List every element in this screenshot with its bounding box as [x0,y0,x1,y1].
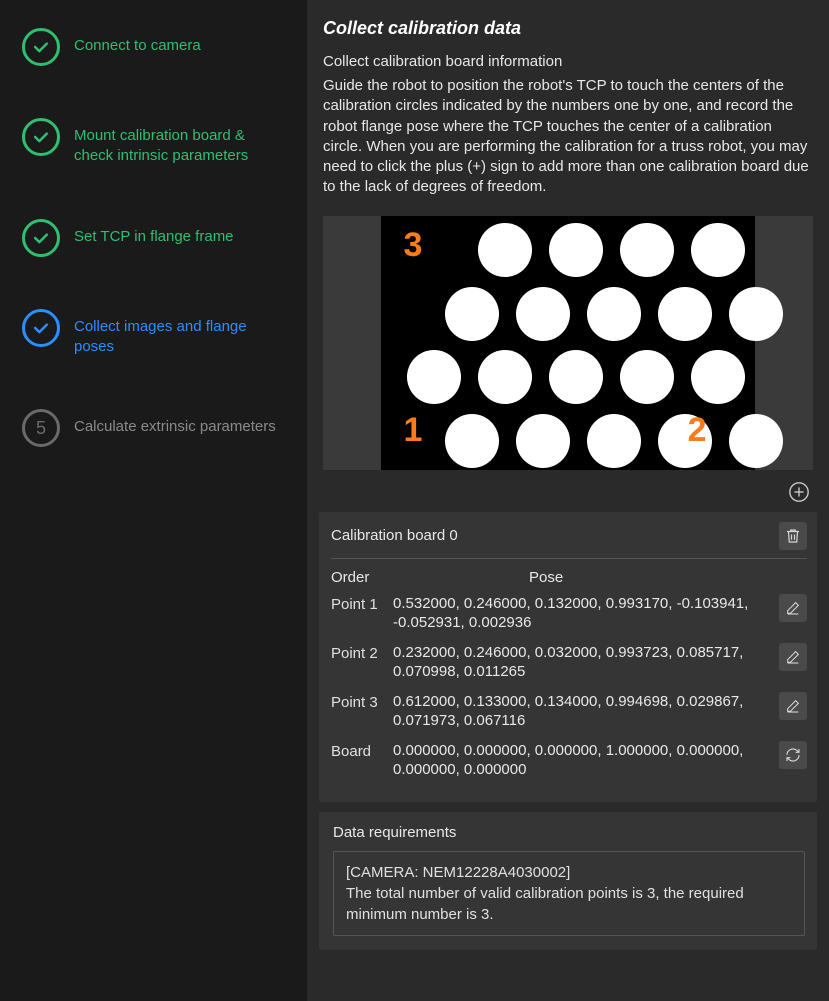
row-order: Point 2 [331,643,389,662]
calibration-marker: 3 [403,226,422,265]
requirements-title: Data requirements [333,824,805,841]
calibration-dot [691,223,745,277]
calibration-dot [587,287,641,341]
calibration-marker: 2 [688,411,707,450]
step-label: Calculate extrinsic parameters [74,409,276,437]
data-requirements-panel: Data requirements [CAMERA: NEM12228A4030… [319,812,817,950]
calibration-marker: 1 [403,411,422,450]
requirements-text: [CAMERA: NEM12228A4030002]The total numb… [333,851,805,936]
step-label: Collect images and flange poses [74,309,287,358]
pose-row: Point 10.532000, 0.246000, 0.132000, 0.9… [331,594,807,633]
edit-row-button[interactable] [779,643,807,671]
calibration-dot [620,350,674,404]
row-order: Board [331,741,389,760]
calibration-dot [729,287,783,341]
section-description: Guide the robot to position the robot's … [323,76,813,198]
step-1[interactable]: Connect to camera [22,28,287,66]
calibration-dot [587,414,641,468]
main-panel: Collect calibration data Collect calibra… [307,0,829,1001]
add-board-button[interactable] [787,480,811,504]
edit-row-button[interactable] [779,692,807,720]
calibration-board-image: 3 1 2 [323,216,813,470]
refresh-row-button[interactable] [779,741,807,769]
calibration-dot [549,223,603,277]
section-subtitle: Collect calibration board information [323,53,813,70]
step-label: Set TCP in flange frame [74,219,234,247]
calibration-dot [516,414,570,468]
pose-row: Point 20.232000, 0.246000, 0.032000, 0.9… [331,643,807,682]
step-2[interactable]: Mount calibration board & check intrinsi… [22,118,287,167]
row-order: Point 1 [331,594,389,613]
calibration-dot [478,223,532,277]
delete-board-button[interactable] [779,522,807,550]
calibration-dot [516,287,570,341]
calibration-dot [620,223,674,277]
step-label: Connect to camera [74,28,201,56]
calibration-dot [658,287,712,341]
edit-row-button[interactable] [779,594,807,622]
calibration-dot [729,414,783,468]
check-icon [22,28,60,66]
step-3[interactable]: Set TCP in flange frame [22,219,287,257]
row-order: Point 3 [331,692,389,711]
row-pose: 0.612000, 0.133000, 0.134000, 0.994698, … [393,692,775,731]
calibration-dot [445,287,499,341]
step-4[interactable]: Collect images and flange poses [22,309,287,358]
calibration-dot [691,350,745,404]
info-section: Collect calibration board information Gu… [307,53,829,208]
add-board-row [307,476,829,512]
row-pose: 0.232000, 0.246000, 0.032000, 0.993723, … [393,643,775,682]
row-pose: 0.532000, 0.246000, 0.132000, 0.993170, … [393,594,775,633]
calibration-dot [549,350,603,404]
sidebar: Connect to camera Mount calibration board… [0,0,307,1001]
step-label: Mount calibration board & check intrinsi… [74,118,287,167]
check-icon [22,309,60,347]
col-order-header: Order [331,569,389,586]
pose-row: Point 30.612000, 0.133000, 0.134000, 0.9… [331,692,807,731]
pose-table-header: Order Pose [331,569,807,586]
check-icon [22,118,60,156]
board-panel-title: Calibration board 0 [331,527,458,544]
step-5[interactable]: 5 Calculate extrinsic parameters [22,409,287,447]
calibration-board-panel: Calibration board 0 Order Pose Point 10.… [319,512,817,802]
calibration-dot [478,350,532,404]
row-pose: 0.000000, 0.000000, 0.000000, 1.000000, … [393,741,775,780]
col-pose-header: Pose [389,569,563,586]
page-title: Collect calibration data [307,0,829,53]
check-icon [22,219,60,257]
calibration-dot [407,350,461,404]
pose-row: Board0.000000, 0.000000, 0.000000, 1.000… [331,741,807,780]
calibration-dot [445,414,499,468]
step-number-icon: 5 [22,409,60,447]
